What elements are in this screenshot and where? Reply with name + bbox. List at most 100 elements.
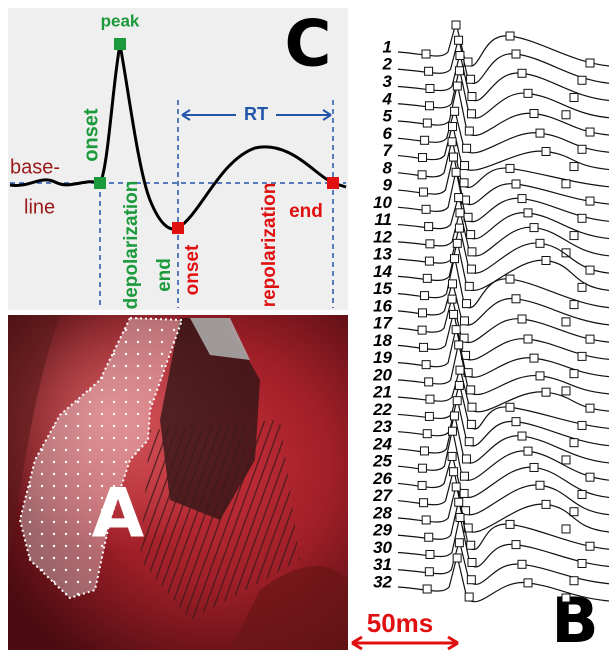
trace-marker — [422, 361, 430, 369]
trace-marker — [448, 295, 456, 303]
trace-marker — [426, 395, 434, 403]
trace-marker — [570, 94, 578, 102]
trace-marker — [570, 163, 578, 171]
trace-label: 25 — [372, 452, 392, 471]
trace-marker — [570, 508, 578, 516]
panel-b: 50ms B 123456789101112131415161718192021… — [352, 21, 609, 653]
trace-marker — [465, 282, 473, 290]
trace-label: 23 — [372, 417, 392, 436]
trace-label: 17 — [373, 314, 393, 333]
figure: peak onset depolarization base- line RT … — [0, 0, 609, 653]
trace-marker — [506, 32, 514, 40]
trace-marker — [455, 36, 463, 44]
trace-marker — [451, 255, 459, 263]
trace-marker — [467, 576, 475, 584]
trace-marker — [524, 335, 532, 343]
trace-marker — [463, 300, 471, 308]
trace-label: 30 — [373, 538, 392, 557]
trace-marker — [456, 366, 464, 374]
trace-label: 18 — [373, 331, 392, 350]
trace-marker — [450, 310, 458, 318]
trace-marker — [418, 171, 426, 179]
trace-marker — [418, 464, 426, 472]
trace-marker — [455, 224, 463, 232]
trace-marker — [518, 195, 526, 203]
trace-label: 11 — [374, 210, 392, 229]
trace-label: 19 — [373, 348, 392, 367]
trace — [398, 170, 609, 221]
trace-label: 21 — [372, 383, 392, 402]
trace-label: 31 — [373, 555, 392, 574]
trace-label: 13 — [373, 245, 392, 264]
trace-marker — [586, 335, 594, 343]
trace-label: 22 — [372, 400, 392, 419]
trace-marker — [449, 153, 457, 161]
trace-marker — [465, 438, 473, 446]
annotation: depolarization — [121, 181, 142, 310]
trace-label: 8 — [383, 158, 393, 177]
trace-marker — [586, 542, 594, 550]
trace-marker — [570, 439, 578, 447]
trace-marker — [453, 239, 461, 247]
trace-marker — [467, 420, 475, 428]
trace-marker — [419, 154, 427, 162]
trace-marker — [452, 168, 460, 176]
trace-marker — [467, 541, 475, 549]
trace-marker — [586, 59, 594, 67]
panel-c: peak onset depolarization base- line RT … — [8, 8, 348, 310]
trace-marker — [425, 533, 433, 541]
trace-marker — [464, 213, 472, 221]
trace-marker — [448, 452, 456, 460]
trace-marker — [586, 473, 594, 481]
trace-marker — [455, 498, 463, 506]
trace-marker — [586, 266, 594, 274]
trace-marker — [578, 145, 586, 153]
trace-marker — [455, 539, 463, 547]
trace-marker — [460, 317, 468, 325]
trace-marker — [450, 412, 458, 420]
trace-marker — [453, 82, 461, 90]
trace-marker — [425, 257, 433, 265]
trace-marker — [425, 223, 433, 231]
trace-marker — [453, 397, 461, 405]
trace-marker — [562, 111, 570, 119]
trace-marker — [449, 123, 457, 131]
trace-marker — [460, 489, 468, 497]
trace-marker — [506, 164, 514, 172]
trace-marker — [467, 265, 475, 273]
trace-marker — [512, 541, 520, 549]
trace-marker — [578, 421, 586, 429]
trace-marker — [426, 550, 434, 558]
trace-marker — [418, 326, 426, 334]
trace-marker — [423, 274, 431, 282]
trace-marker — [524, 209, 532, 217]
trace-marker — [512, 50, 520, 58]
trace-marker — [423, 430, 431, 438]
trace — [398, 109, 609, 153]
trace-marker — [524, 447, 532, 455]
annotation: onset — [182, 244, 203, 295]
trace-marker — [456, 52, 464, 60]
trace-marker — [421, 292, 429, 300]
trace-marker — [463, 144, 471, 152]
trace-marker — [450, 468, 458, 476]
trace — [398, 454, 609, 497]
trace-label: 14 — [373, 262, 392, 281]
trace-label: 3 — [383, 72, 393, 91]
trace-marker — [460, 179, 468, 187]
trace-marker — [536, 481, 544, 489]
trace — [398, 23, 609, 66]
trace-marker — [451, 107, 459, 115]
trace-marker — [562, 180, 570, 188]
trace-marker — [586, 197, 594, 205]
trace-marker — [512, 180, 520, 188]
trace-marker — [462, 455, 470, 463]
trace-marker — [536, 129, 544, 137]
trace-marker — [420, 499, 428, 507]
trace-label: 26 — [372, 469, 392, 488]
trace-marker — [423, 585, 431, 593]
trace-marker — [452, 21, 460, 29]
trace-marker — [468, 248, 476, 256]
trace-marker — [456, 513, 464, 521]
trace-marker — [536, 372, 544, 380]
